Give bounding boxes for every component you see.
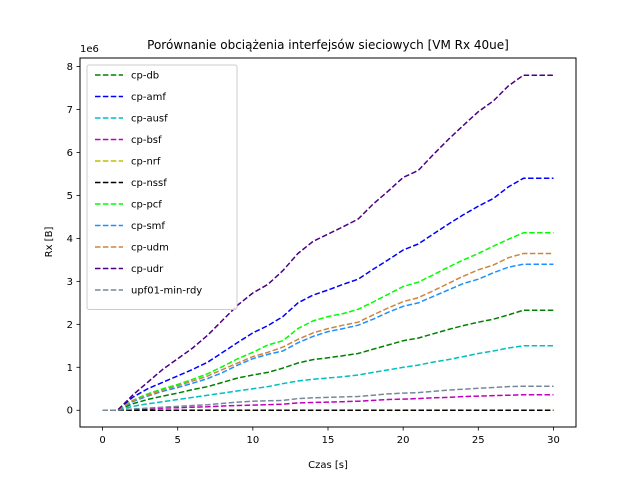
legend-label-cp-amf: cp-amf bbox=[131, 92, 166, 103]
y-tick-label: 4 bbox=[67, 234, 73, 245]
y-axis-ticks: 0 1 2 3 4 5 6 7 8 bbox=[67, 62, 80, 417]
series-line-cp-pcf bbox=[102, 232, 554, 411]
series-line-cp-db bbox=[102, 309, 554, 411]
series-line-cp-udr bbox=[102, 74, 554, 411]
legend-label-cp-db: cp-db bbox=[131, 71, 159, 82]
y-tick-label: 0 bbox=[67, 406, 73, 417]
series-line-cp-smf bbox=[102, 263, 554, 411]
legend: cp-db cp-amf cp-ausf cp-bsf cp-nrf cp-nssf cp-… bbox=[86, 64, 238, 310]
x-tick-label: 30 bbox=[547, 435, 560, 446]
legend-box bbox=[86, 64, 238, 310]
series-line-cp-amf bbox=[102, 177, 554, 411]
y-tick-label: 6 bbox=[67, 148, 73, 159]
y-tick-label: 7 bbox=[67, 105, 73, 116]
x-tick-label: 10 bbox=[246, 435, 259, 446]
legend-label-cp-nssf: cp-nssf bbox=[131, 178, 167, 189]
x-axis-ticks: 0 5 10 15 20 25 30 bbox=[99, 427, 560, 446]
legend-label-cp-smf: cp-smf bbox=[131, 221, 165, 232]
legend-label-cp-bsf: cp-bsf bbox=[131, 135, 162, 146]
x-tick-label: 20 bbox=[397, 435, 410, 446]
y-axis-label: Rx [B] bbox=[44, 227, 55, 258]
y-tick-label: 5 bbox=[67, 191, 73, 202]
legend-label-upf01-min-rdy: upf01-min-rdy bbox=[131, 286, 202, 297]
x-tick-label: 5 bbox=[175, 435, 181, 446]
series-line-cp-bsf bbox=[102, 394, 554, 411]
legend-label-cp-ausf: cp-ausf bbox=[131, 114, 168, 125]
y-tick-label: 8 bbox=[67, 62, 73, 73]
x-tick-label: 25 bbox=[472, 435, 485, 446]
series-line-upf01-min-rdy bbox=[102, 385, 554, 411]
chart-title: Porównanie obciążenia interfejsów siecio… bbox=[147, 38, 509, 52]
series-line-cp-ausf bbox=[102, 345, 554, 411]
y-tick-label: 3 bbox=[67, 277, 73, 288]
y-tick-label: 1 bbox=[67, 363, 73, 374]
x-tick-label: 0 bbox=[99, 435, 105, 446]
legend-label-cp-pcf: cp-pcf bbox=[131, 200, 162, 211]
legend-label-cp-nrf: cp-nrf bbox=[131, 157, 161, 168]
x-axis-label: Czas [s] bbox=[308, 460, 348, 471]
series-line-cp-udm bbox=[102, 252, 554, 411]
y-tick-label: 2 bbox=[67, 320, 73, 331]
legend-label-cp-udm: cp-udm bbox=[131, 243, 169, 254]
x-tick-label: 15 bbox=[322, 435, 335, 446]
legend-label-cp-udr: cp-udr bbox=[131, 264, 164, 275]
plot-area bbox=[102, 74, 554, 411]
y-offset-label: 1e6 bbox=[80, 44, 99, 55]
